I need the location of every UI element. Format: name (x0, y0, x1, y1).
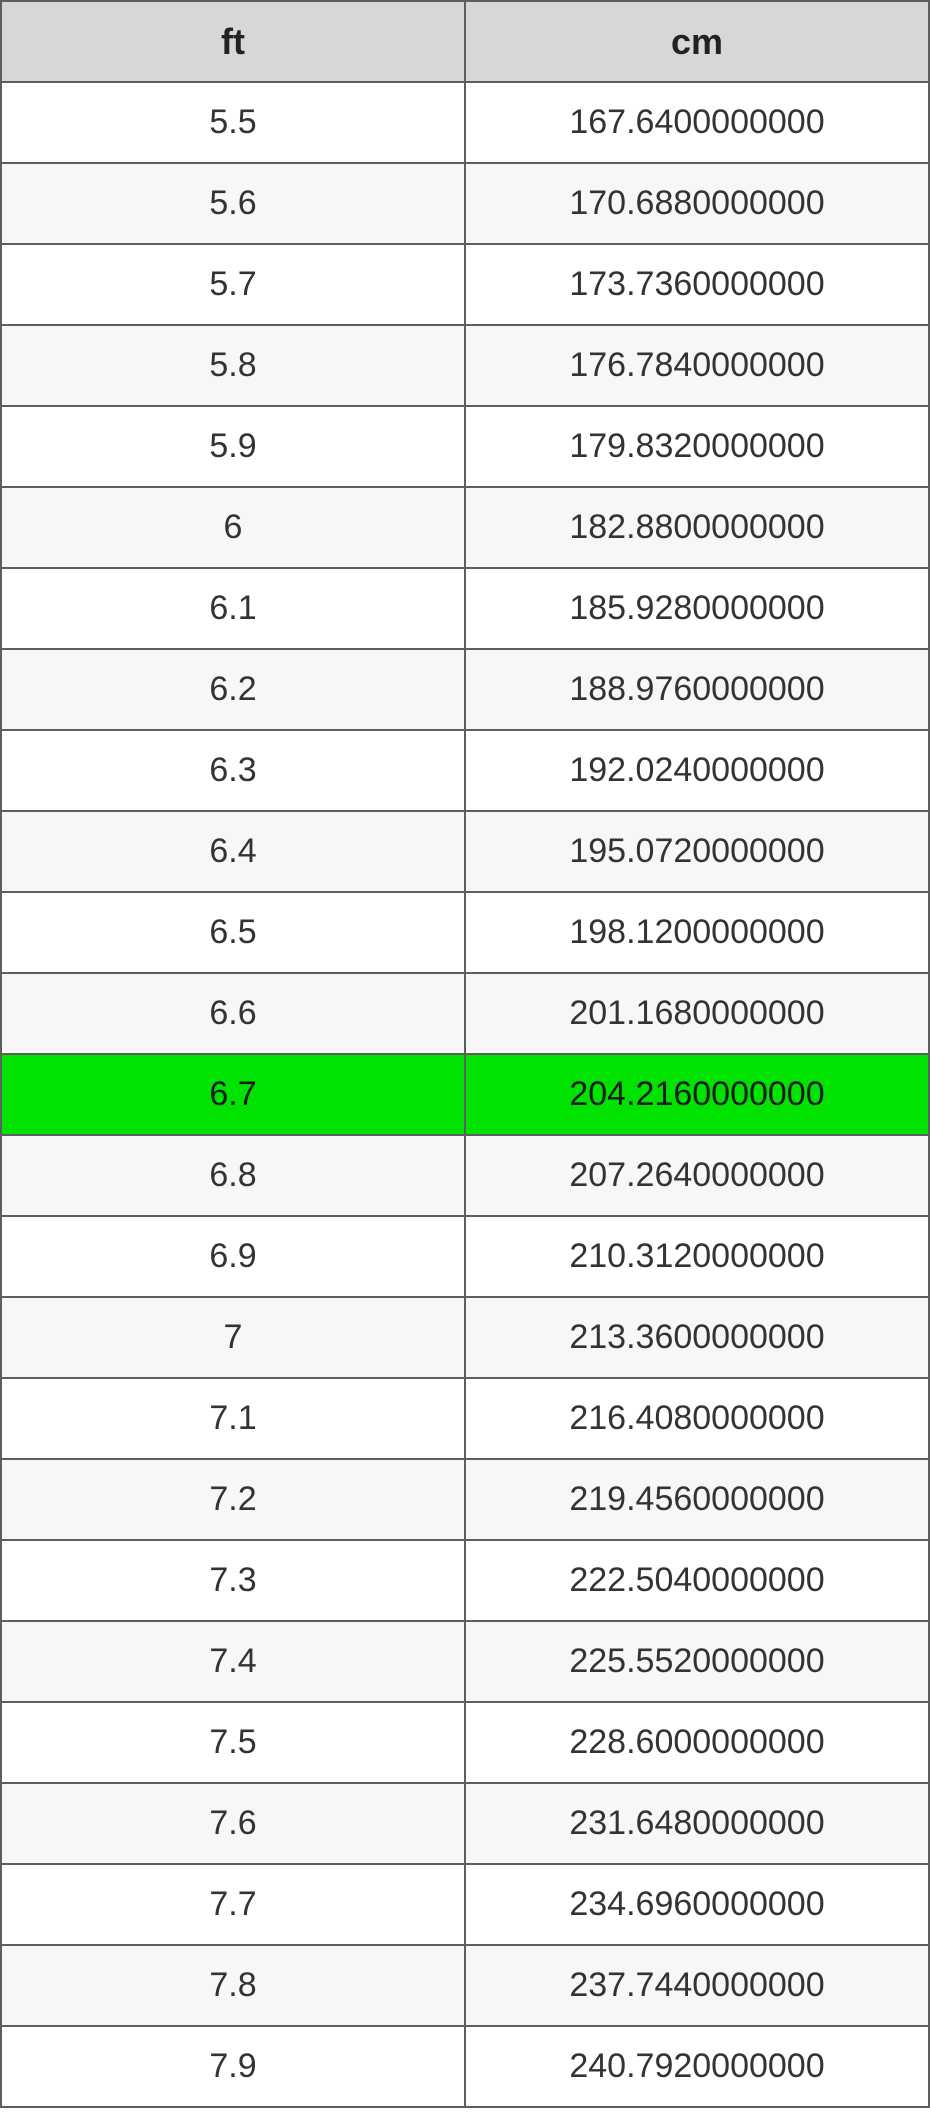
cell-ft: 7.6 (1, 1783, 465, 1864)
cell-cm: 179.8320000000 (465, 406, 929, 487)
table-row: 7.3222.5040000000 (1, 1540, 929, 1621)
cell-ft: 6 (1, 487, 465, 568)
cell-ft: 7.5 (1, 1702, 465, 1783)
table-row: 7.4225.5520000000 (1, 1621, 929, 1702)
cell-ft: 6.7 (1, 1054, 465, 1135)
cell-ft: 7.8 (1, 1945, 465, 2026)
cell-cm: 201.1680000000 (465, 973, 929, 1054)
cell-ft: 5.9 (1, 406, 465, 487)
cell-cm: 219.4560000000 (465, 1459, 929, 1540)
table-row: 5.7173.7360000000 (1, 244, 929, 325)
cell-ft: 7.3 (1, 1540, 465, 1621)
cell-ft: 6.3 (1, 730, 465, 811)
table-row: 6.3192.0240000000 (1, 730, 929, 811)
cell-cm: 204.2160000000 (465, 1054, 929, 1135)
table-row: 6.7204.2160000000 (1, 1054, 929, 1135)
cell-ft: 7.7 (1, 1864, 465, 1945)
conversion-table: ft cm 5.5167.64000000005.6170.6880000000… (0, 0, 930, 2108)
cell-ft: 5.8 (1, 325, 465, 406)
cell-cm: 216.4080000000 (465, 1378, 929, 1459)
table-row: 7.5228.6000000000 (1, 1702, 929, 1783)
cell-cm: 188.9760000000 (465, 649, 929, 730)
table-row: 7.8237.7440000000 (1, 1945, 929, 2026)
table-row: 6.8207.2640000000 (1, 1135, 929, 1216)
cell-cm: 213.3600000000 (465, 1297, 929, 1378)
cell-cm: 198.1200000000 (465, 892, 929, 973)
cell-ft: 6.8 (1, 1135, 465, 1216)
cell-ft: 6.2 (1, 649, 465, 730)
cell-ft: 6.6 (1, 973, 465, 1054)
cell-ft: 5.5 (1, 82, 465, 163)
table-row: 6.9210.3120000000 (1, 1216, 929, 1297)
table-row: 6.4195.0720000000 (1, 811, 929, 892)
cell-ft: 7.4 (1, 1621, 465, 1702)
cell-ft: 7.2 (1, 1459, 465, 1540)
table-row: 7.2219.4560000000 (1, 1459, 929, 1540)
cell-cm: 192.0240000000 (465, 730, 929, 811)
table-body: 5.5167.64000000005.6170.68800000005.7173… (1, 82, 929, 2107)
cell-cm: 228.6000000000 (465, 1702, 929, 1783)
table-row: 7.6231.6480000000 (1, 1783, 929, 1864)
table-row: 6.6201.1680000000 (1, 973, 929, 1054)
cell-cm: 173.7360000000 (465, 244, 929, 325)
table-row: 7213.3600000000 (1, 1297, 929, 1378)
cell-cm: 234.6960000000 (465, 1864, 929, 1945)
cell-cm: 210.3120000000 (465, 1216, 929, 1297)
table-row: 6.1185.9280000000 (1, 568, 929, 649)
cell-cm: 237.7440000000 (465, 1945, 929, 2026)
column-header-ft: ft (1, 1, 465, 82)
cell-ft: 7.9 (1, 2026, 465, 2107)
table-row: 5.9179.8320000000 (1, 406, 929, 487)
column-header-cm: cm (465, 1, 929, 82)
cell-cm: 176.7840000000 (465, 325, 929, 406)
table-header-row: ft cm (1, 1, 929, 82)
cell-cm: 167.6400000000 (465, 82, 929, 163)
cell-cm: 182.8800000000 (465, 487, 929, 568)
cell-cm: 231.6480000000 (465, 1783, 929, 1864)
cell-ft: 6.5 (1, 892, 465, 973)
cell-cm: 195.0720000000 (465, 811, 929, 892)
cell-ft: 7.1 (1, 1378, 465, 1459)
cell-cm: 240.7920000000 (465, 2026, 929, 2107)
table-row: 7.7234.6960000000 (1, 1864, 929, 1945)
table-row: 6182.8800000000 (1, 487, 929, 568)
cell-cm: 207.2640000000 (465, 1135, 929, 1216)
cell-cm: 225.5520000000 (465, 1621, 929, 1702)
cell-cm: 222.5040000000 (465, 1540, 929, 1621)
cell-ft: 6.9 (1, 1216, 465, 1297)
table-row: 5.5167.6400000000 (1, 82, 929, 163)
table-row: 7.9240.7920000000 (1, 2026, 929, 2107)
cell-ft: 5.6 (1, 163, 465, 244)
cell-ft: 7 (1, 1297, 465, 1378)
table-row: 5.6170.6880000000 (1, 163, 929, 244)
table-row: 5.8176.7840000000 (1, 325, 929, 406)
cell-ft: 6.1 (1, 568, 465, 649)
table-row: 7.1216.4080000000 (1, 1378, 929, 1459)
cell-ft: 5.7 (1, 244, 465, 325)
table-row: 6.5198.1200000000 (1, 892, 929, 973)
cell-ft: 6.4 (1, 811, 465, 892)
table-row: 6.2188.9760000000 (1, 649, 929, 730)
cell-cm: 170.6880000000 (465, 163, 929, 244)
cell-cm: 185.9280000000 (465, 568, 929, 649)
